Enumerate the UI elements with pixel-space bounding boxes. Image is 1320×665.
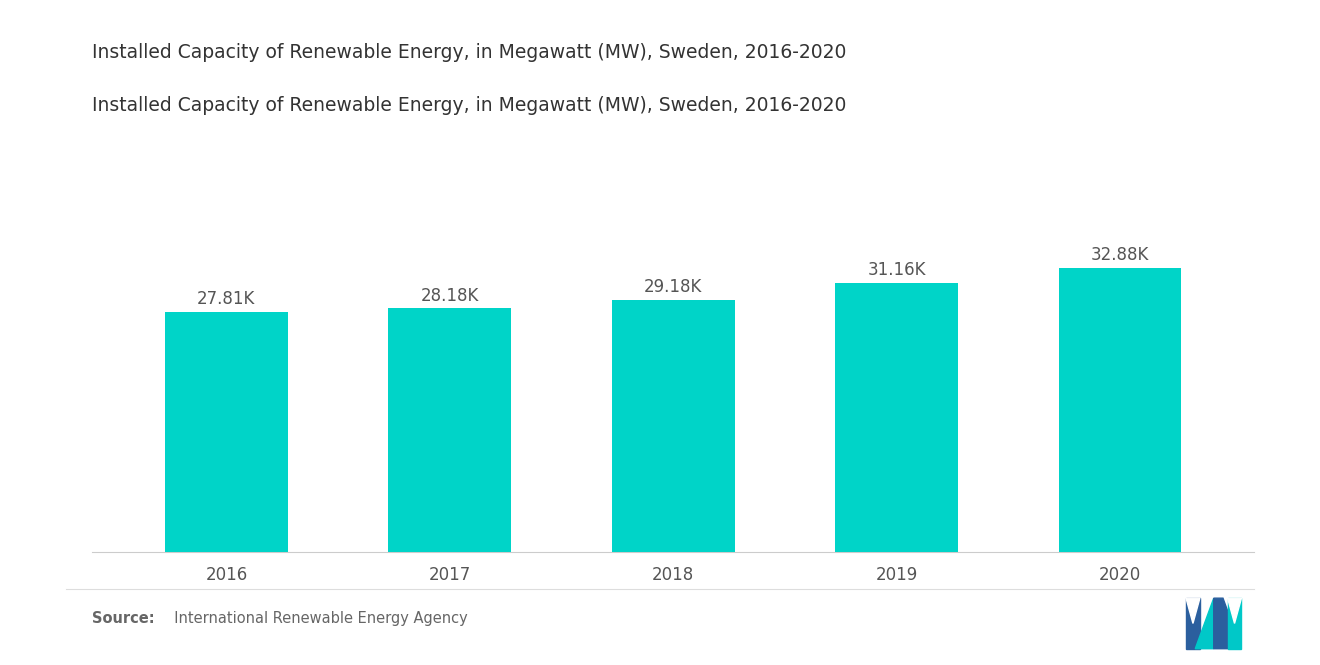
Polygon shape (1214, 598, 1233, 649)
Text: Installed Capacity of Renewable Energy, in Megawatt (MW), Sweden, 2016-2020: Installed Capacity of Renewable Energy, … (92, 43, 846, 63)
Text: Source:: Source: (92, 611, 154, 626)
Bar (611, 300, 735, 552)
Text: International Renewable Energy Agency: International Renewable Energy Agency (165, 611, 467, 626)
Text: 31.16K: 31.16K (867, 261, 925, 279)
Text: 28.18K: 28.18K (421, 287, 479, 305)
Polygon shape (1196, 598, 1214, 649)
Bar (1059, 268, 1181, 552)
Polygon shape (1185, 598, 1200, 624)
Polygon shape (1228, 598, 1241, 649)
Polygon shape (1185, 598, 1200, 649)
Text: 29.18K: 29.18K (644, 278, 702, 296)
Bar (165, 311, 288, 552)
Polygon shape (1228, 598, 1241, 624)
Bar (836, 283, 958, 552)
Text: Installed Capacity of Renewable Energy, in Megawatt (MW), Sweden, 2016-2020: Installed Capacity of Renewable Energy, … (92, 96, 846, 115)
Bar (388, 309, 511, 552)
Text: 27.81K: 27.81K (197, 290, 256, 308)
Text: 32.88K: 32.88K (1090, 246, 1150, 264)
